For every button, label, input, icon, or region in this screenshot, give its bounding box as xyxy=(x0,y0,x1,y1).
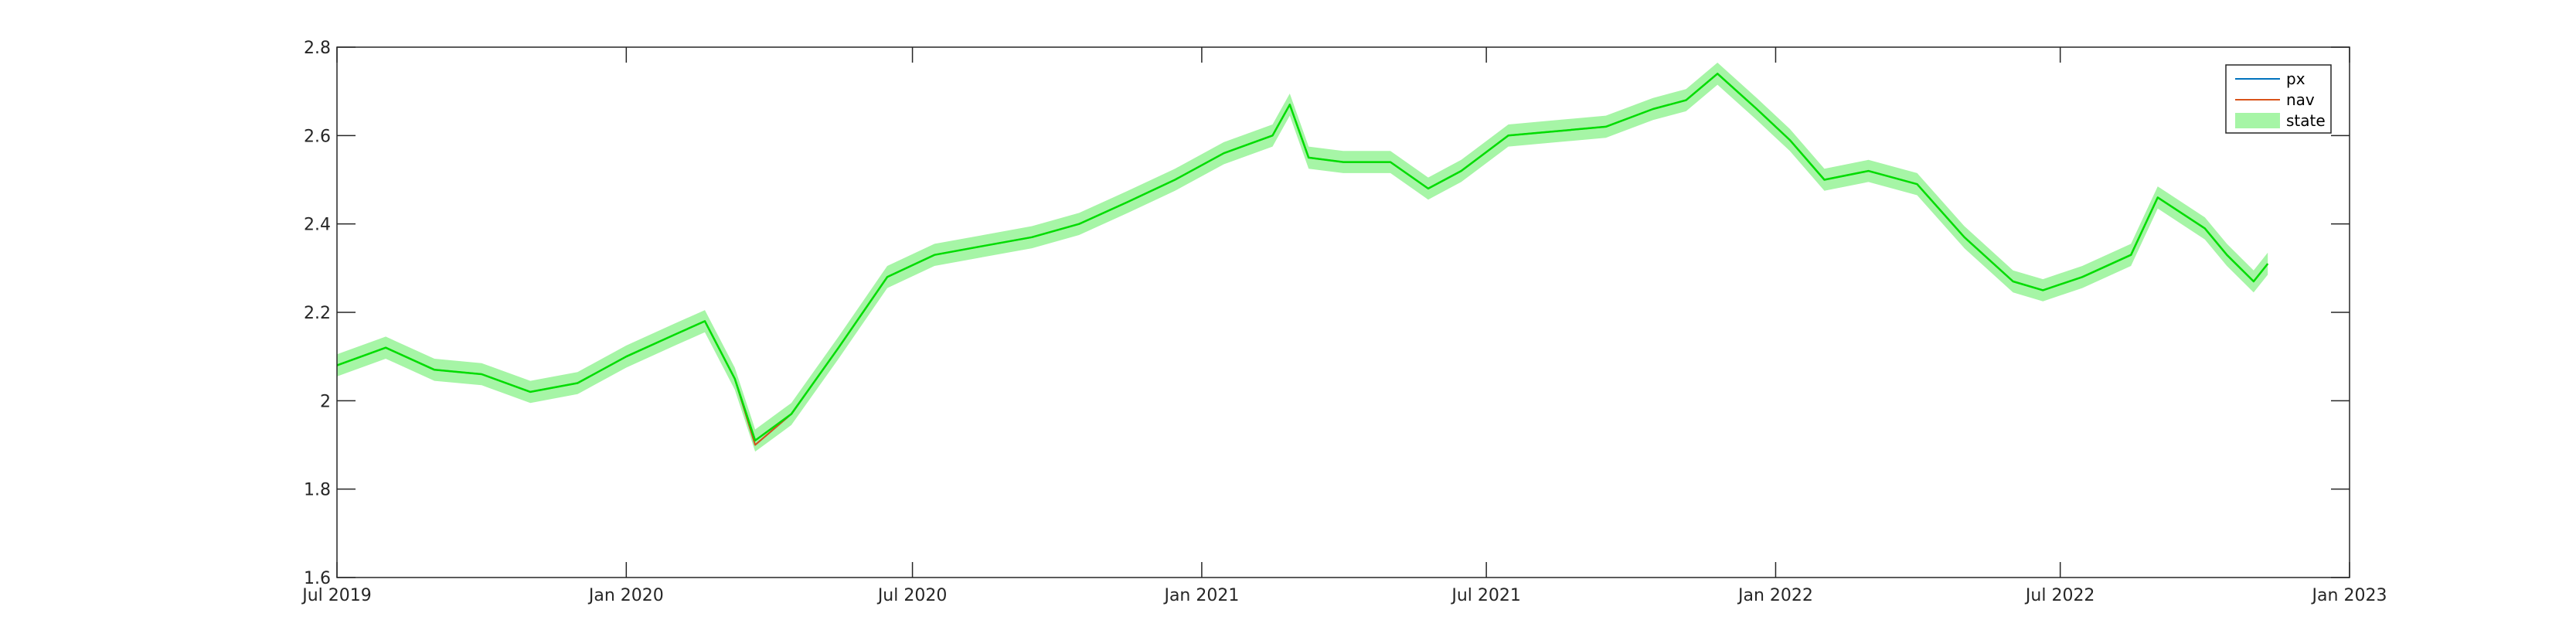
y-tick-label: 1.8 xyxy=(304,481,331,500)
x-tick-label: Jan 2020 xyxy=(587,586,664,605)
legend-px-label: px xyxy=(2286,70,2305,88)
x-axis: Jul 2019 Jan 2020 Jul 2020 Jan 2021 Jul 2021… xyxy=(301,47,2387,605)
y-tick-label: 2 xyxy=(320,392,331,411)
x-tick-label: Jul 2020 xyxy=(876,586,948,605)
x-tick-label: Jan 2023 xyxy=(2311,586,2387,605)
legend-state-label: state xyxy=(2286,111,2326,130)
series-layer xyxy=(336,73,2269,446)
x-tick-label: Jul 2022 xyxy=(2024,586,2095,605)
legend: px nav state xyxy=(2225,64,2332,134)
legend-nav-label: nav xyxy=(2286,90,2315,109)
y-tick-label: 2.8 xyxy=(304,39,331,58)
plot-background xyxy=(337,47,2350,578)
x-tick-label: Jul 2019 xyxy=(301,586,372,605)
x-tick-label: Jan 2021 xyxy=(1162,586,1239,605)
series-line-state xyxy=(336,73,2269,442)
y-tick-label: 2.4 xyxy=(304,216,331,235)
y-tick-label: 2.2 xyxy=(304,304,331,323)
x-tick-label: Jan 2022 xyxy=(1737,586,1813,605)
y-axis: 1.6 1.8 2 2.2 2.4 2.6 2.8 xyxy=(304,39,2350,588)
y-tick-label: 2.6 xyxy=(304,127,331,146)
legend-state-swatch xyxy=(2235,113,2280,128)
x-tick-label: Jul 2021 xyxy=(1450,586,1521,605)
y-tick-label: 1.6 xyxy=(304,569,331,588)
